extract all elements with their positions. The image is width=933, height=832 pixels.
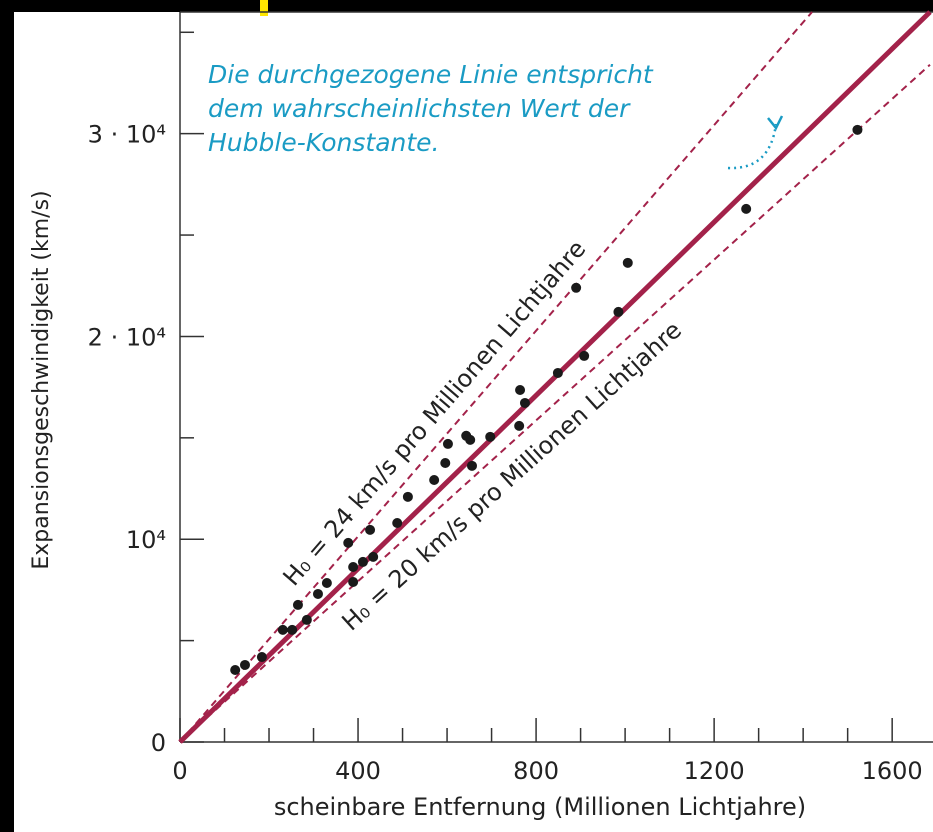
- x-tick-label: 0: [172, 757, 187, 785]
- data-point: [741, 203, 752, 214]
- x-tick-label: 800: [513, 757, 559, 785]
- y-tick-label: 3 · 10⁴: [88, 121, 166, 149]
- x-tick-label: 1600: [862, 757, 923, 785]
- annotation: Hubble-Konstante.: [208, 128, 440, 157]
- marker: [260, 0, 268, 16]
- data-point: [852, 124, 863, 135]
- data-point: [365, 524, 376, 535]
- data-point: [348, 577, 359, 588]
- data-point: [442, 438, 453, 449]
- data-point: [368, 551, 379, 562]
- data-point: [321, 578, 332, 589]
- y-tick-label: 10⁴: [126, 526, 166, 554]
- x-axis-label: scheinbare Entfernung (Millionen Lichtja…: [274, 793, 806, 821]
- data-point: [287, 624, 298, 635]
- data-point: [440, 457, 451, 468]
- data-point: [571, 282, 582, 293]
- data-point: [514, 420, 525, 431]
- data-point: [622, 257, 633, 268]
- data-point: [230, 665, 241, 676]
- data-point: [485, 431, 496, 442]
- reference-line: [179, 11, 813, 743]
- data-point: [277, 624, 288, 635]
- data-point: [552, 367, 563, 378]
- y-axis-label: Expansionsgeschwindigkeit (km/s): [29, 190, 54, 569]
- data-point: [402, 491, 413, 502]
- data-point: [292, 599, 303, 610]
- data-point: [515, 384, 526, 395]
- data-point: [466, 460, 477, 471]
- data-point: [343, 537, 354, 548]
- data-point: [357, 556, 368, 567]
- data-point: [392, 518, 403, 528]
- data-point: [301, 614, 312, 625]
- annotation-arrow: [727, 123, 778, 170]
- panel: [14, 12, 933, 832]
- data-point: [613, 306, 624, 317]
- data-point: [348, 562, 359, 573]
- data-point: [239, 659, 250, 670]
- x-tick-label: 400: [335, 757, 381, 785]
- data-point: [429, 475, 440, 486]
- annotation-arrowhead: [767, 115, 784, 131]
- data-point: [256, 652, 267, 663]
- data-point: [312, 588, 323, 599]
- x-tick-label: 1200: [684, 757, 745, 785]
- annotation: Die durchgezogene Linie entspricht: [208, 60, 654, 89]
- data-point: [579, 350, 590, 361]
- data-point: [465, 434, 476, 445]
- reference-line: [179, 63, 931, 743]
- y-tick-label: 0: [151, 729, 166, 757]
- y-tick-label: 2 · 10⁴: [88, 323, 166, 351]
- annotation: dem wahrscheinlichsten Wert der: [208, 94, 631, 123]
- data-point: [519, 397, 530, 408]
